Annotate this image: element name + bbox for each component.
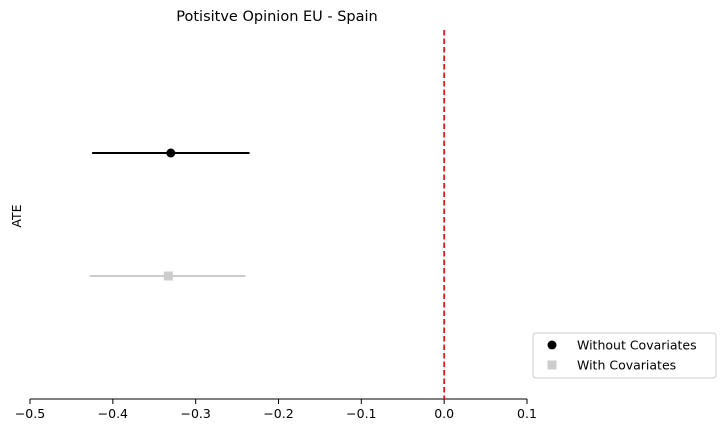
legend-box [532,332,717,379]
x-tick-label: −0.2 [263,406,293,421]
chart-title: Potisitve Opinion EU - Spain [176,9,377,25]
legend-label-1: Without Covariates [577,338,697,353]
point-marker-1 [166,148,176,158]
plot-area: −0.5 −0.4 −0.3 −0.2 −0.1 0.0 0.1 [15,30,537,421]
x-tick-label: 0.0 [434,406,454,421]
point-marker-2 [163,271,173,281]
x-tick-label: −0.1 [346,406,376,421]
x-tick-label: −0.4 [98,406,128,421]
legend-marker-2 [547,360,557,370]
legend: Without Covariates With Covariates [532,332,717,379]
legend-marker-1 [547,340,557,350]
y-axis-label: ATE [9,204,24,227]
x-tick-label: 0.1 [517,406,537,421]
x-tick-label: −0.3 [180,406,210,421]
x-tick-label: −0.5 [15,406,45,421]
legend-label-2: With Covariates [577,358,676,373]
